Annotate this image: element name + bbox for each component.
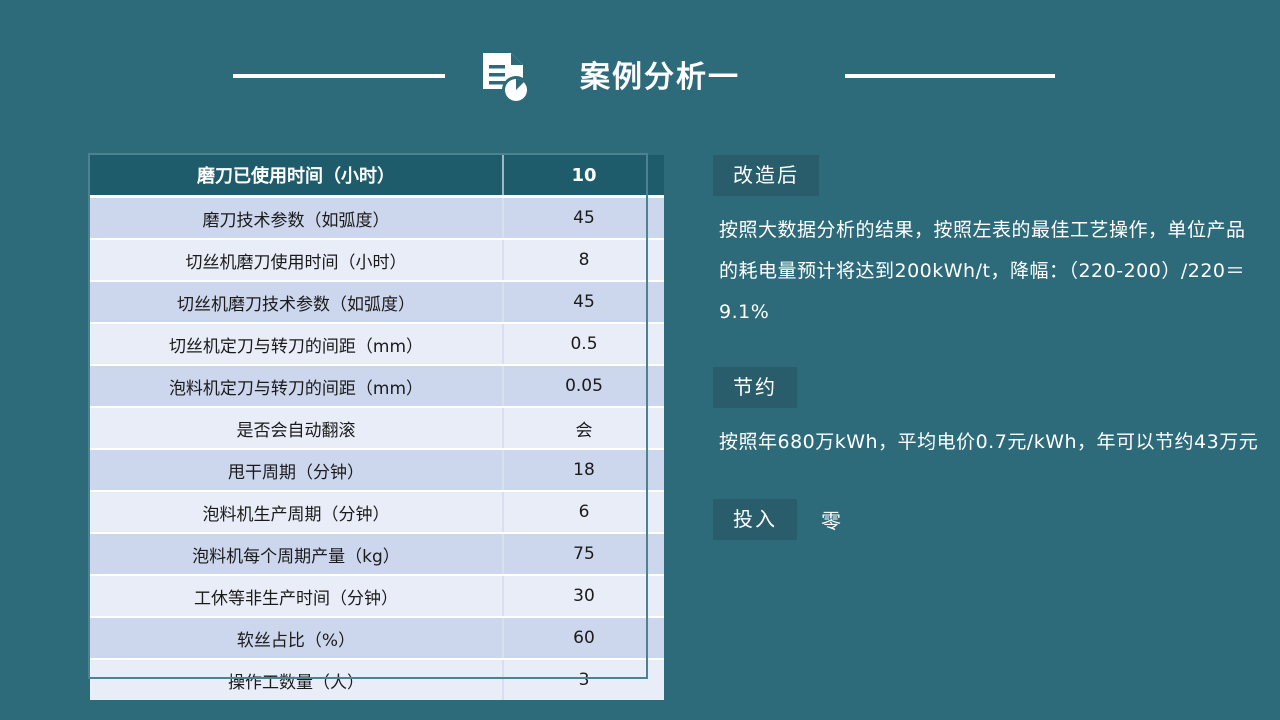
row-name: 切丝机磨刀技术参数（如弧度） (90, 281, 504, 324)
badge-savings: 节约 (713, 367, 797, 408)
row-name: 切丝机磨刀使用时间（小时） (90, 239, 504, 282)
header-rule-left (233, 74, 445, 78)
slide-header: 案例分析一 (0, 48, 1280, 108)
table-row[interactable]: 工休等非生产时间（分钟） 30 (90, 575, 664, 618)
row-value: 3 (503, 659, 664, 700)
row-value: 18 (503, 449, 664, 492)
investment-value: 零 (821, 509, 842, 533)
row-value: 8 (503, 239, 664, 282)
row-value: 0.05 (503, 365, 664, 408)
table-row[interactable]: 软丝占比（%） 60 (90, 617, 664, 660)
table-row[interactable]: 切丝机磨刀技术参数（如弧度） 45 (90, 281, 664, 324)
row-name: 泡料机定刀与转刀的间距（mm） (90, 365, 504, 408)
row-value: 会 (503, 407, 664, 450)
row-value: 30 (503, 575, 664, 618)
panel-savings: 节约 按照年680万kWh，平均电价0.7元/kWh，年可以节约43万元 (713, 367, 1261, 463)
row-value: 75 (503, 533, 664, 576)
panel-after-retrofit: 改造后 按照大数据分析的结果，按照左表的最佳工艺操作，单位产品的耗电量预计将达到… (713, 155, 1261, 333)
document-chart-icon (475, 48, 535, 108)
header-rule-right (845, 74, 1055, 78)
table-header-name: 磨刀已使用时间（小时） (90, 155, 504, 198)
table-row[interactable]: 切丝机磨刀使用时间（小时） 8 (90, 239, 664, 282)
table-row[interactable]: 是否会自动翻滚 会 (90, 407, 664, 450)
table-header-row: 磨刀已使用时间（小时） 10 (90, 155, 664, 198)
row-name: 磨刀技术参数（如弧度） (90, 196, 504, 240)
table-row[interactable]: 泡料机生产周期（分钟） 6 (90, 491, 664, 534)
panel-investment: 投入 零 (713, 499, 1261, 540)
table-row[interactable]: 操作工数量（人） 3 (90, 659, 664, 700)
summary-column: 改造后 按照大数据分析的结果，按照左表的最佳工艺操作，单位产品的耗电量预计将达到… (713, 155, 1261, 540)
savings-text: 按照年680万kWh，平均电价0.7元/kWh，年可以节约43万元 (719, 431, 1259, 453)
row-name: 甩干周期（分钟） (90, 449, 504, 492)
table-row[interactable]: 磨刀技术参数（如弧度） 45 (90, 196, 664, 240)
after-retrofit-text: 按照大数据分析的结果，按照左表的最佳工艺操作，单位产品的耗电量预计将达到200k… (719, 219, 1246, 323)
row-name: 是否会自动翻滚 (90, 407, 504, 450)
row-name: 切丝机定刀与转刀的间距（mm） (90, 323, 504, 366)
row-value: 45 (503, 196, 664, 240)
badge-investment: 投入 (713, 499, 797, 540)
page-title: 案例分析一 (580, 60, 740, 95)
table-row[interactable]: 泡料机定刀与转刀的间距（mm） 0.05 (90, 365, 664, 408)
row-value: 0.5 (503, 323, 664, 366)
badge-after-retrofit: 改造后 (713, 155, 819, 196)
table-row[interactable]: 泡料机每个周期产量（kg） 75 (90, 533, 664, 576)
row-value: 45 (503, 281, 664, 324)
parameter-table: 磨刀已使用时间（小时） 10 磨刀技术参数（如弧度） 45 切丝机磨刀使用时间（… (90, 155, 664, 700)
table-row[interactable]: 甩干周期（分钟） 18 (90, 449, 664, 492)
table-body: 磨刀已使用时间（小时） 10 磨刀技术参数（如弧度） 45 切丝机磨刀使用时间（… (90, 155, 664, 700)
table-header-value: 10 (503, 155, 664, 198)
row-name: 软丝占比（%） (90, 617, 504, 660)
row-name: 泡料机生产周期（分钟） (90, 491, 504, 534)
row-value: 6 (503, 491, 664, 534)
table-row[interactable]: 切丝机定刀与转刀的间距（mm） 0.5 (90, 323, 664, 366)
row-name: 操作工数量（人） (90, 659, 504, 700)
row-name: 工休等非生产时间（分钟） (90, 575, 504, 618)
row-name: 泡料机每个周期产量（kg） (90, 533, 504, 576)
row-value: 60 (503, 617, 664, 660)
